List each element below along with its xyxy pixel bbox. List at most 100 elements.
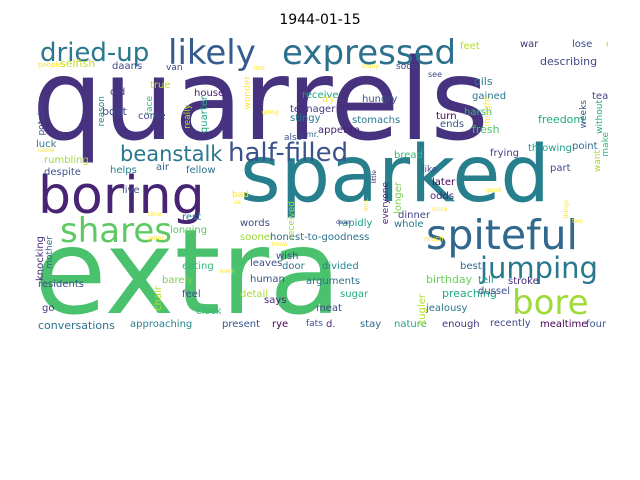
cloud-word: many bbox=[362, 63, 379, 70]
cloud-word: clock bbox=[196, 306, 222, 317]
cloud-word: insight bbox=[483, 96, 493, 127]
cloud-word: van bbox=[166, 63, 183, 73]
cloud-word: sugar bbox=[340, 289, 369, 300]
cloud-word: stay bbox=[360, 319, 382, 330]
cloud-word: control bbox=[606, 40, 608, 50]
cloud-word: face bbox=[145, 96, 155, 116]
cloud-word: harsh bbox=[464, 107, 493, 118]
cloud-word: daan bbox=[336, 219, 351, 226]
cloud-word: house bbox=[194, 88, 225, 99]
cloud-word: human bbox=[250, 274, 285, 285]
cloud-word: nature bbox=[394, 319, 427, 330]
cloud-word: since bbox=[432, 206, 448, 213]
cloud-word: true bbox=[150, 80, 171, 91]
cloud-word: things bbox=[563, 200, 570, 219]
cloud-word: present bbox=[222, 319, 261, 330]
cloud-word: us bbox=[234, 199, 241, 206]
cloud-word: point bbox=[572, 141, 598, 152]
cloud-word: old bbox=[110, 87, 126, 98]
cloud-word: longing bbox=[170, 225, 208, 236]
cloud-word: live bbox=[122, 185, 140, 196]
cloud-word: mrs. bbox=[363, 198, 370, 212]
cloud-word: people bbox=[38, 61, 62, 69]
cloud-word: bore bbox=[512, 283, 589, 323]
cloud-word: bad bbox=[232, 190, 249, 200]
cloud-word: shares bbox=[60, 211, 172, 251]
cloud-word: even bbox=[220, 268, 235, 275]
word-cloud: quarrels sparked extra boring likely expresse… bbox=[32, 36, 608, 338]
cloud-word: jealousy bbox=[426, 303, 468, 314]
cloud-word: appetite bbox=[318, 125, 360, 136]
cloud-word: preaching bbox=[442, 287, 497, 300]
cloud-word: meat bbox=[316, 303, 342, 314]
cloud-word: hungry bbox=[362, 94, 398, 105]
cloud-word: air bbox=[156, 162, 170, 173]
cloud-word: gained bbox=[472, 91, 507, 102]
cloud-word: stingy bbox=[290, 113, 321, 124]
cloud-word: four bbox=[586, 319, 607, 330]
cloud-word: fresh bbox=[472, 123, 500, 136]
cloud-word: sooner bbox=[240, 232, 275, 243]
cloud-word: quarrels bbox=[32, 36, 489, 166]
cloud-word: oils bbox=[474, 75, 493, 88]
cloud-word: half-filled bbox=[228, 138, 349, 168]
cloud-word: came bbox=[38, 147, 55, 154]
cloud-word: birthday bbox=[426, 273, 473, 286]
cloud-word: mr. bbox=[306, 130, 319, 139]
cloud-word: feet bbox=[460, 41, 480, 52]
cloud-word: try bbox=[322, 95, 335, 105]
cloud-word: stroke bbox=[508, 276, 539, 287]
cloud-word: chair bbox=[153, 286, 164, 311]
cloud-word: good bbox=[486, 187, 501, 194]
cloud-word: despite bbox=[44, 167, 81, 178]
cloud-word: spiteful bbox=[426, 211, 578, 259]
cloud-word: fellow bbox=[186, 165, 216, 176]
cloud-word: also bbox=[284, 133, 303, 143]
cloud-word: conversations bbox=[38, 319, 115, 332]
cloud-word: whole bbox=[394, 219, 424, 230]
cloud-word: lost bbox=[254, 65, 265, 72]
cloud-word: potatoes bbox=[37, 96, 47, 136]
cloud-word: beanstalk bbox=[120, 142, 223, 166]
cloud-word: like bbox=[422, 165, 438, 175]
cloud-word: mother bbox=[45, 236, 55, 269]
cloud-word: extra bbox=[34, 203, 342, 338]
cloud-word: really bbox=[183, 104, 193, 129]
cloud-word: receive bbox=[302, 90, 339, 101]
cloud-word: much bbox=[424, 235, 444, 243]
cloud-word: ends bbox=[440, 119, 465, 130]
cloud-word: quarter bbox=[199, 96, 210, 134]
cloud-word: weeks bbox=[579, 100, 589, 129]
cloud-word: honest-to-goodness bbox=[270, 232, 370, 243]
cloud-word: detail bbox=[240, 289, 269, 300]
cloud-word: fats bbox=[306, 319, 323, 329]
cloud-word: feel bbox=[182, 289, 201, 300]
cloud-word: reason bbox=[97, 96, 107, 127]
cloud-word: soon bbox=[396, 62, 418, 72]
cloud-word: stomachs bbox=[352, 115, 401, 126]
cloud-word: rumbling bbox=[44, 155, 89, 166]
cloud-word: going bbox=[262, 109, 279, 116]
cloud-word: see bbox=[428, 70, 443, 79]
cloud-word: without bbox=[595, 100, 605, 134]
cloud-word: bread bbox=[394, 150, 423, 161]
cloud-word: longer bbox=[393, 182, 404, 214]
cloud-word: rapidly bbox=[338, 218, 373, 229]
cloud-word: teenager bbox=[290, 104, 336, 115]
cloud-word: recently bbox=[490, 318, 531, 329]
cloud-word: arguments bbox=[306, 276, 361, 287]
cloud-word: rest bbox=[182, 212, 202, 223]
cloud-word: selfish bbox=[60, 57, 96, 70]
cloud-word: barely bbox=[162, 275, 194, 286]
cloud-word: mealtime bbox=[540, 319, 588, 330]
cloud-word: frying bbox=[490, 148, 520, 159]
cloud-word: divided bbox=[322, 261, 359, 272]
cloud-word: approaching bbox=[130, 319, 193, 330]
cloud-word: tears bbox=[592, 91, 608, 102]
cloud-word: words bbox=[240, 218, 270, 229]
cloud-word: best bbox=[460, 261, 482, 272]
cloud-word: turn bbox=[436, 111, 457, 122]
cloud-word: little bbox=[371, 170, 378, 184]
cloud-word: dinner bbox=[398, 210, 431, 221]
